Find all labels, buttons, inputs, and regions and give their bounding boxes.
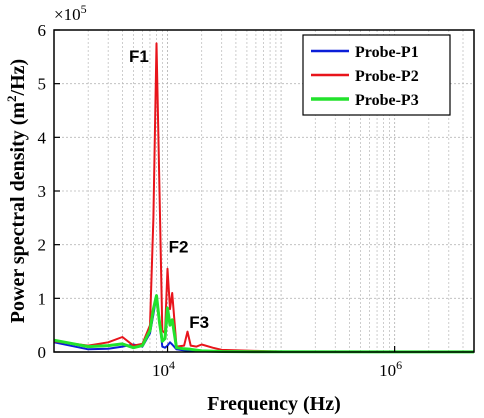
y-tick-label: 5 xyxy=(38,75,47,94)
x-axis-title: Frequency (Hz) xyxy=(207,393,341,415)
annotation-f1: F1 xyxy=(129,47,149,66)
series-line-probe-p3 xyxy=(53,294,474,354)
series-line-probe-p2 xyxy=(53,42,475,353)
y-tick-label: 1 xyxy=(38,289,47,308)
legend: Probe-P1 Probe-P2 Probe-P3 xyxy=(302,34,451,116)
legend-label-probe-p2: Probe-P2 xyxy=(355,68,419,85)
legend-label-probe-p3: Probe-P3 xyxy=(355,92,419,109)
y-tick-label: 3 xyxy=(38,182,47,201)
y-tick-label: 2 xyxy=(38,236,47,255)
legend-label-probe-p1: Probe-P1 xyxy=(355,44,419,61)
y-tick-label: 0 xyxy=(38,343,47,362)
ticks: 0 1 2 3 4 5 6 104 106 xyxy=(38,21,403,380)
y-multiplier: ×105 xyxy=(54,2,87,24)
y-tick-label: 6 xyxy=(38,21,47,40)
y-tick-label: 4 xyxy=(38,128,47,147)
grid xyxy=(54,30,474,352)
annotations: F1 F2 F3 xyxy=(129,47,209,332)
x-tick-label: 106 xyxy=(379,358,402,380)
annotation-f2: F2 xyxy=(169,238,189,257)
x-tick-label: 104 xyxy=(152,358,175,380)
annotation-f3: F3 xyxy=(189,313,209,332)
y-axis-title: Power spectral density (m2/Hz) xyxy=(4,59,29,323)
